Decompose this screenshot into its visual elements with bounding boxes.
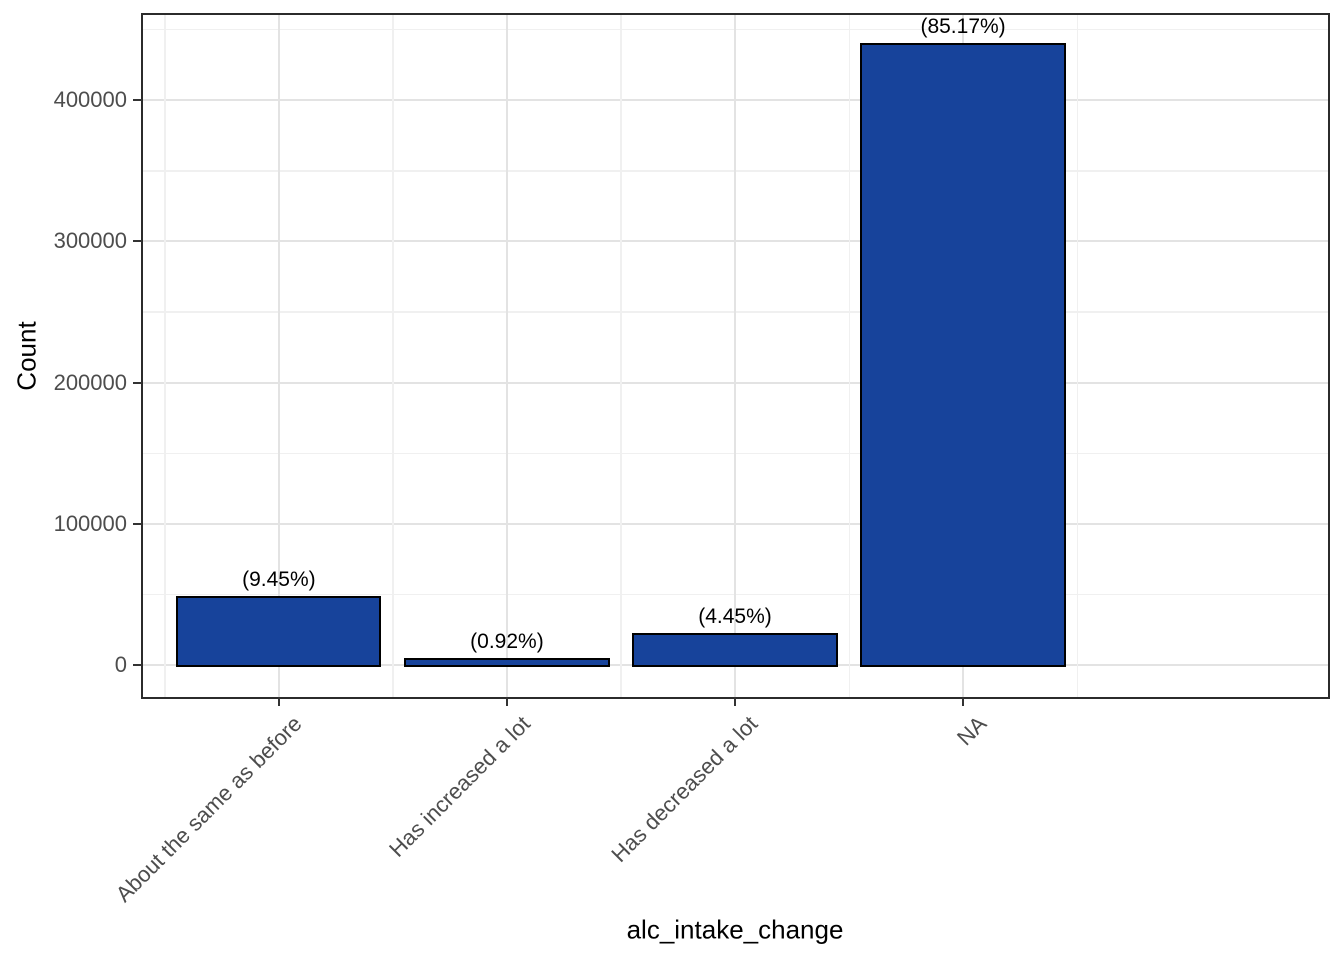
y-tick-label: 400000 [53,87,127,113]
y-tick-label: 100000 [53,510,127,536]
y-tick [133,99,142,102]
bar-value-label: (4.45%) [698,604,772,628]
y-tick-label: 200000 [53,369,127,395]
x-tick [734,697,736,706]
y-tick-label: 300000 [53,228,127,254]
gridline-minor-v [164,14,166,697]
y-tick [133,240,142,243]
bar [632,632,838,667]
y-tick [133,664,142,666]
x-tick [505,697,508,706]
gridline-major-v [277,14,280,697]
gridline-minor-v [620,14,622,697]
y-axis-title: Count [11,320,42,391]
y-tick-label: 0 [114,652,127,677]
y-tick [133,522,142,525]
bar-value-label: (0.92%) [470,630,544,654]
bar [860,43,1066,667]
x-tick-label: NA [951,711,991,751]
bar-value-label: (9.45%) [242,568,316,591]
x-tick-label: Has decreased a lot [606,711,763,868]
bar [176,596,382,667]
x-tick-label: About the same as before [110,711,307,907]
y-tick [133,381,142,384]
x-axis-title: alc_intake_change [626,914,844,945]
x-tick [962,697,965,706]
gridline-major-v [734,14,736,697]
gridline-major-v [505,14,508,697]
bar-value-label: (85.17%) [920,15,1006,39]
x-tick [277,697,280,706]
bar [404,658,610,667]
gridline-minor-v [848,14,850,697]
gridline-minor-v [1076,14,1078,697]
x-tick-label: Has increased a lot [383,711,535,862]
gridline-minor-v [392,14,394,697]
